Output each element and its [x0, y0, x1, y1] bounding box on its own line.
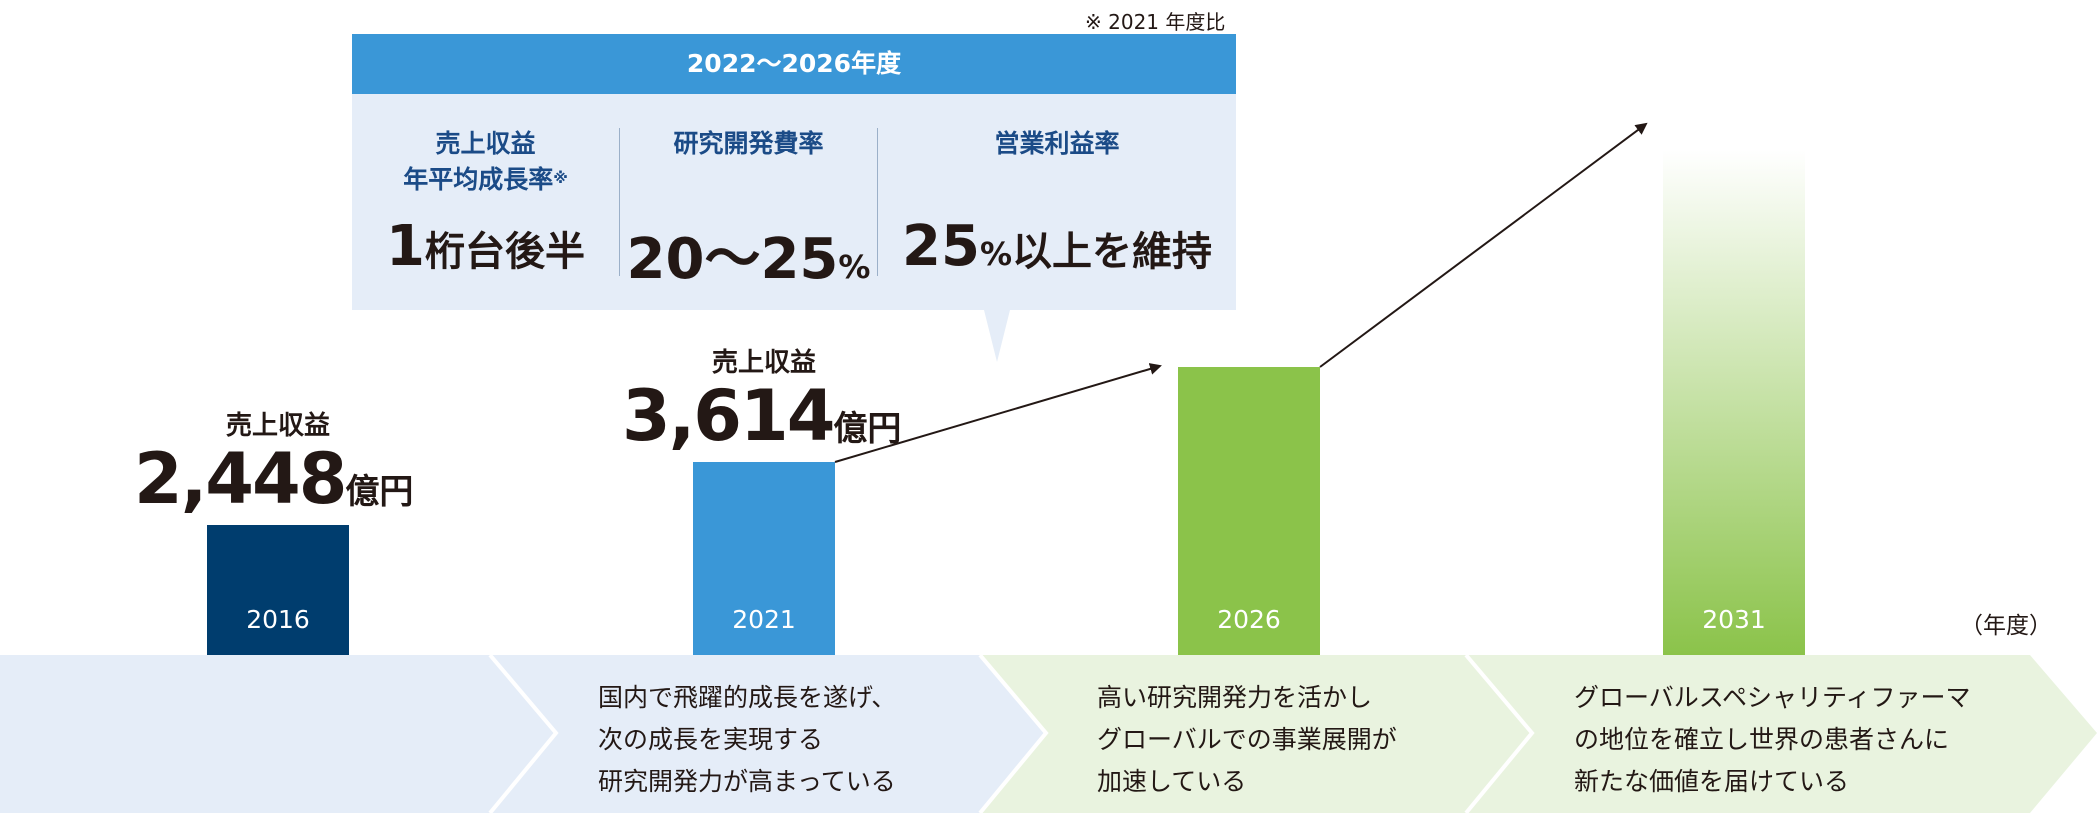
metric-divider [877, 128, 878, 276]
footnote: ※ 2021 年度比 [1085, 10, 1226, 34]
phase-text-2031: グローバルスペシャリティファーマ の地位を確立し世界の患者さんに 新たな価値を届… [1574, 683, 1971, 796]
phase-band-3 [980, 655, 1532, 813]
year-label-2016: 2016 [246, 605, 310, 634]
metric-label-revenue-cagr: 売上収益 年平均成長率※ [403, 129, 568, 194]
phase-band-2 [490, 655, 1046, 813]
bar-2026 [1178, 367, 1320, 655]
phase-text-2021: 国内で飛躍的成長を遂げ、 次の成長を実現する 研究開発力が高まっている [598, 683, 897, 796]
bar-2021 [693, 462, 835, 655]
phase-text-2026: 高い研究開発力を活かし グローバルでの事業展開が 加速している [1097, 683, 1397, 796]
metric-divider [619, 128, 620, 276]
metric-value-revenue-cagr: 1桁台後半 [386, 214, 585, 279]
year-label-2031: 2031 [1702, 605, 1766, 634]
x-axis-unit: （年度） [1960, 613, 2052, 639]
growth-arrow-2 [1319, 122, 1648, 368]
sales-label-2021: 売上収益 [711, 348, 816, 378]
metric-label-rd-ratio: 研究開発費率 [673, 129, 824, 158]
metric-value-rd-ratio: 20～25% [626, 227, 871, 292]
phase-separator [1464, 653, 1535, 813]
phase-separator [978, 653, 1049, 813]
metric-value-operating-margin: 25%以上を維持 [902, 214, 1212, 279]
phase-band-1 [0, 655, 556, 813]
phase-separator [488, 653, 559, 813]
sales-value-2016: 2,448億円 [134, 438, 414, 520]
target-pointer [984, 310, 1010, 362]
bar-2031 [1663, 150, 1805, 655]
growth-arrow-1 [834, 363, 1162, 463]
year-label-2026: 2026 [1217, 605, 1281, 634]
sales-value-2021: 3,614億円 [622, 375, 902, 457]
phase-band-4 [1466, 655, 2097, 813]
target-period-header: 2022～2026年度 [352, 34, 1236, 94]
bar-2016 [207, 525, 349, 655]
year-label-2021: 2021 [732, 605, 796, 634]
sales-label-2016: 売上収益 [225, 411, 330, 441]
metric-label-operating-margin: 営業利益率 [994, 129, 1120, 158]
